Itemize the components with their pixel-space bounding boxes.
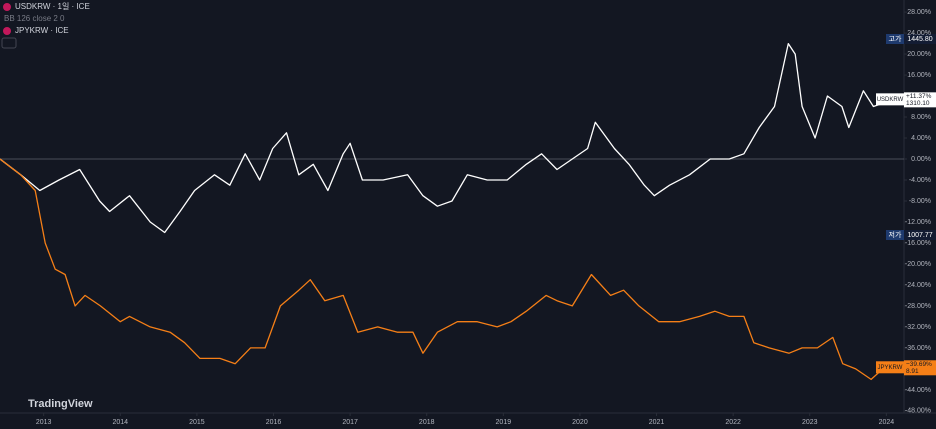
y-tick-label: -16.00% — [905, 240, 931, 247]
x-tick-label: 2014 — [112, 419, 128, 426]
series-line — [0, 158, 899, 381]
indicator-label[interactable]: BB 126 close 2 0 — [4, 14, 65, 23]
y-tick-label: 8.00% — [911, 114, 931, 121]
high-tag-box — [886, 34, 904, 44]
y-tick-label: -28.00% — [905, 303, 931, 310]
y-tick-label: -12.00% — [905, 219, 931, 226]
series-value-box — [904, 360, 936, 376]
y-tick-label: -24.00% — [905, 282, 931, 289]
y-tick-label: 28.00% — [907, 9, 931, 16]
x-tick-label: 2016 — [266, 419, 282, 426]
series-line — [0, 42, 899, 234]
symbol-title[interactable]: USDKRW · 1일 · ICE — [15, 2, 90, 11]
low-tag: 저가 — [889, 230, 902, 239]
series-tag: USDKRW — [877, 97, 904, 103]
series-last-label: −39.69% — [906, 361, 932, 368]
x-tick-label: 2015 — [189, 419, 205, 426]
x-tick-label: 2018 — [419, 419, 435, 426]
y-tick-label: -44.00% — [905, 387, 931, 394]
x-tick-label: 2017 — [342, 419, 358, 426]
y-tick-label: 24.00% — [907, 30, 931, 37]
low-label: 1007.77 — [907, 232, 932, 239]
y-tick-label: -4.00% — [909, 177, 931, 184]
high-box — [904, 34, 936, 44]
series-tag: JPYKRW — [878, 365, 903, 371]
x-tick-label: 2021 — [649, 419, 665, 426]
series-price-label: 1310.10 — [906, 100, 930, 107]
y-tick-label: -8.00% — [909, 198, 931, 205]
watermark: TradingView — [28, 398, 93, 410]
low-box — [904, 230, 936, 240]
compare-icon — [3, 27, 11, 35]
x-tick-label: 2013 — [36, 419, 52, 426]
series-last-label: +11.37% — [906, 93, 932, 100]
high-tag: 고가 — [889, 34, 902, 43]
y-tick-label: -20.00% — [905, 261, 931, 268]
collapse-button[interactable] — [1, 37, 17, 49]
low-tag-box — [886, 230, 904, 240]
x-tick-label: 2024 — [879, 419, 895, 426]
x-tick-label: 2019 — [496, 419, 512, 426]
high-label: 1445.80 — [907, 36, 932, 43]
series-tag-box — [876, 361, 904, 374]
y-tick-label: -48.00% — [905, 408, 931, 415]
y-tick-label: 20.00% — [907, 51, 931, 58]
compare-title[interactable]: JPYKRW · ICE — [15, 26, 69, 35]
y-tick-label: -36.00% — [905, 345, 931, 352]
series-value-box — [904, 92, 936, 108]
y-tick-label: -32.00% — [905, 324, 931, 331]
x-tick-label: 2023 — [802, 419, 818, 426]
series-price-label: 8.91 — [906, 368, 919, 375]
y-tick-label: 16.00% — [907, 72, 931, 79]
x-tick-label: 2022 — [725, 419, 741, 426]
symbol-icon — [3, 3, 11, 11]
series-tag-box — [876, 93, 904, 106]
y-tick-label: 4.00% — [911, 135, 931, 142]
y-tick-label: 0.00% — [911, 156, 931, 163]
x-tick-label: 2020 — [572, 419, 588, 426]
